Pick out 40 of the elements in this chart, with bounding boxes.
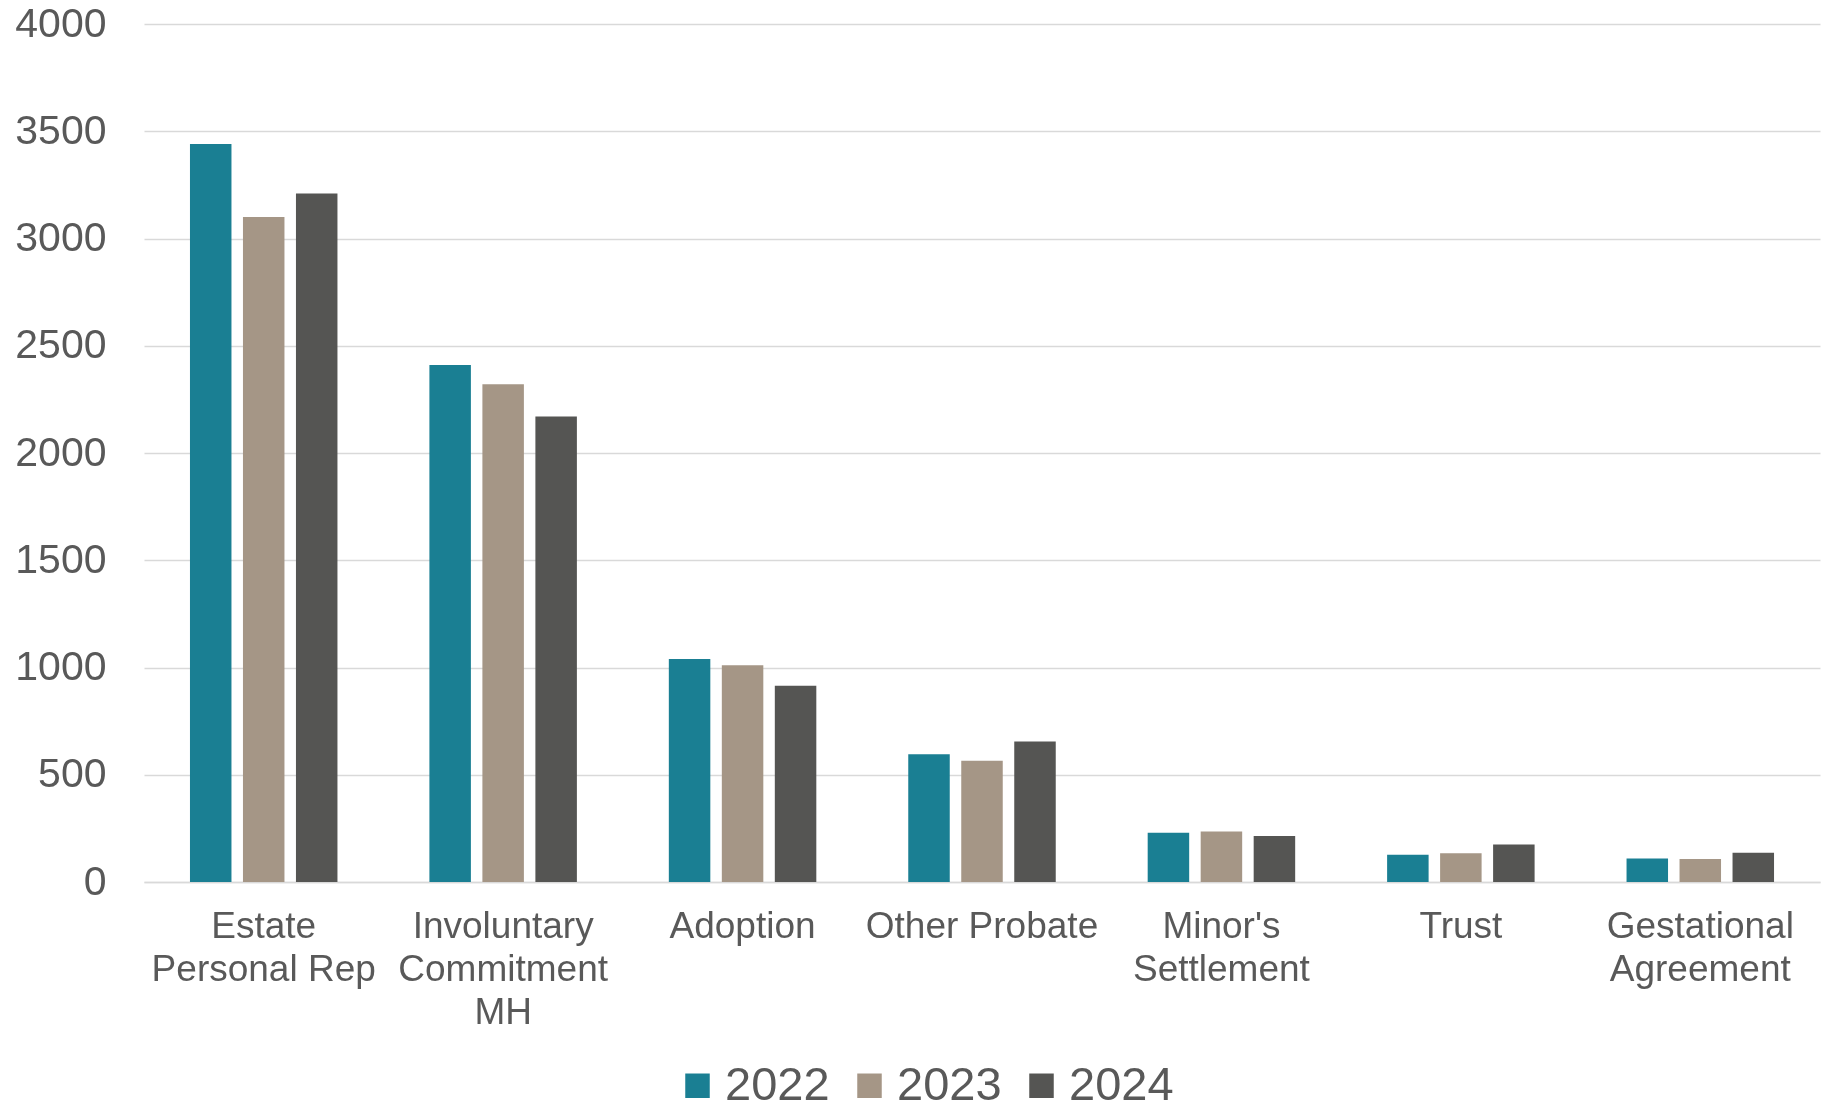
y-tick-label: 4000 [15, 0, 107, 46]
bar [295, 193, 338, 882]
legend-label: 2022 [725, 1056, 830, 1104]
bar [774, 685, 817, 882]
y-tick-label: 3000 [15, 214, 107, 260]
x-tick-label: Estate Personal Rep [151, 904, 376, 989]
legend-label: 2024 [1069, 1056, 1174, 1104]
bar [668, 658, 711, 882]
bar [429, 365, 471, 882]
y-tick-label: 2500 [15, 321, 107, 368]
bar [1200, 831, 1243, 882]
bar [1493, 844, 1535, 882]
bar [1014, 741, 1056, 882]
bar [1679, 859, 1722, 882]
y-tick-label: 3500 [15, 106, 107, 153]
x-tick-label: Trust [1419, 904, 1504, 946]
bar [1253, 835, 1296, 882]
bar [1732, 852, 1775, 882]
y-tick-label: 500 [38, 750, 107, 797]
y-tick-label: 1000 [15, 643, 107, 689]
y-tick-label: 2000 [15, 428, 107, 475]
x-tick-label: Involuntary Commitment MH [398, 904, 609, 1032]
x-tick-label: Adoption [669, 904, 816, 946]
bar [908, 754, 950, 882]
bar [535, 416, 577, 882]
bar [242, 217, 285, 882]
bar [482, 384, 524, 882]
y-tick-label: 1500 [15, 535, 107, 582]
bar [1147, 832, 1190, 882]
x-tick-label: Other Probate [865, 904, 1099, 946]
bar [961, 760, 1003, 882]
bar [1387, 854, 1429, 882]
bar [721, 665, 764, 882]
x-tick-label: Minor's Settlement [1132, 904, 1311, 989]
bar [1440, 853, 1482, 882]
x-tick-label: Gestational Agreement [1606, 904, 1794, 989]
y-tick-label: 0 [83, 857, 107, 904]
legend-label: 2023 [897, 1056, 1002, 1104]
bar [1626, 858, 1669, 882]
bar [189, 144, 232, 882]
